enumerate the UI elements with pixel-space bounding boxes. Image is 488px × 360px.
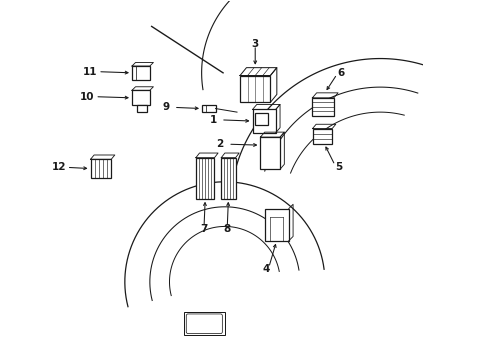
Text: 2: 2 bbox=[216, 139, 224, 149]
Text: 9: 9 bbox=[162, 102, 169, 112]
Bar bbox=[221, 158, 235, 199]
Text: 12: 12 bbox=[51, 162, 66, 172]
Bar bbox=[260, 137, 280, 169]
Text: 8: 8 bbox=[223, 224, 230, 234]
Text: 1: 1 bbox=[209, 115, 216, 125]
Bar bbox=[132, 66, 149, 80]
Bar bbox=[202, 105, 215, 112]
Text: 4: 4 bbox=[262, 264, 269, 274]
Bar bbox=[183, 312, 224, 336]
Bar bbox=[196, 158, 214, 199]
Bar bbox=[132, 90, 149, 105]
Text: 3: 3 bbox=[251, 39, 258, 49]
Text: 10: 10 bbox=[80, 92, 94, 102]
Text: 6: 6 bbox=[337, 68, 345, 78]
Text: 11: 11 bbox=[83, 67, 97, 77]
Bar bbox=[254, 113, 267, 125]
Bar bbox=[137, 105, 147, 112]
Bar bbox=[90, 159, 111, 178]
Bar bbox=[312, 129, 331, 144]
Bar bbox=[240, 76, 270, 102]
Bar bbox=[312, 98, 333, 116]
Bar bbox=[264, 208, 288, 241]
Bar bbox=[252, 109, 275, 133]
Text: 5: 5 bbox=[334, 162, 342, 172]
Text: 7: 7 bbox=[200, 224, 207, 234]
